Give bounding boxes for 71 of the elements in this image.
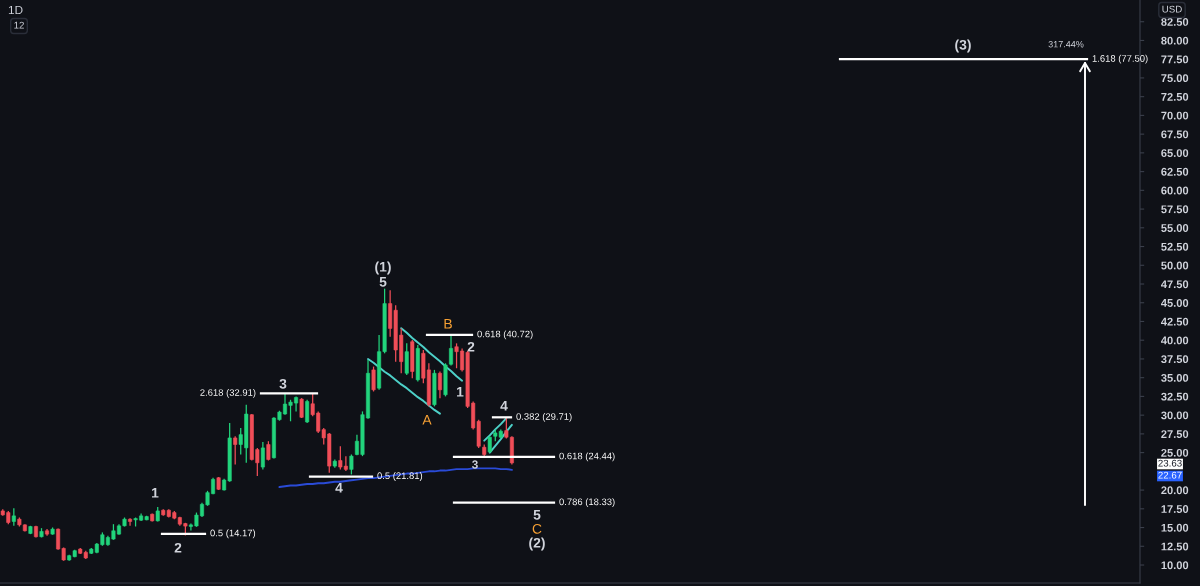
y-tick-label: 52.50 [1161,242,1189,251]
ref-line-label: 0.618 (24.44) [559,452,615,462]
y-tick-label: 20.00 [1161,486,1189,495]
text: 22.67 [1158,471,1182,479]
candlestick [371,365,376,393]
y-tick-label: 82.50 [1161,18,1189,26]
y-tick-label: 35.00 [1161,373,1189,382]
line-series [400,327,464,382]
annotation: (2) [529,537,545,551]
annotation: 12 [14,21,24,29]
ref-line-label: 0.382 (29.71) [516,412,572,422]
y-tick-label: 45.00 [1161,299,1189,307]
y-tick-label: 77.50 [1161,55,1189,64]
annotation: 3 [279,378,287,389]
annotation: 317.44% [1048,41,1084,48]
y-tick-label: 27.50 [1161,430,1189,439]
text: USD [1162,5,1182,13]
candlestick [349,453,354,476]
annotation: (3) [955,39,971,53]
annotation: 5 [533,510,541,520]
y-tick-label: 60.00 [1161,186,1189,195]
y-tick-label: 47.50 [1161,280,1189,289]
chart-title: 1D [8,5,23,15]
candlestick [128,517,133,527]
annotation: 4 [500,401,508,411]
y-tick-label: 40.00 [1161,336,1189,345]
y-tick-label: 17.50 [1161,505,1189,513]
ref-line-label: 2.618 (32.91) [200,388,256,398]
y-tick-label: 70.00 [1161,111,1189,120]
annotation: 2 [467,341,475,352]
y-tick-label: 37.50 [1161,355,1189,364]
candlestick [404,342,409,376]
annotation: 2 [174,542,182,553]
y-tick-label: 62.50 [1161,167,1189,176]
y-tick-label: 32.50 [1161,392,1189,401]
y-tick-label: 12.50 [1161,542,1189,551]
y-tick-label: 67.50 [1161,130,1189,139]
line-series [367,357,441,415]
y-tick-label: 30.00 [1161,411,1189,420]
ref-line-label: 0.5 (21.81) [377,472,423,481]
annotation: A [422,415,432,425]
annotation: 5 [379,277,387,287]
y-tick-label: 75.00 [1161,74,1189,83]
line-series [483,417,508,442]
y-tick-label: 80.00 [1161,36,1189,45]
y-tick-label: 57.50 [1161,205,1189,214]
y-tick-label: 50.00 [1161,261,1189,270]
y-tick-label: 25.00 [1161,448,1189,457]
annotation: 1 [457,387,464,397]
ref-line-label: 0.5 (14.17) [210,529,256,539]
line-series [488,423,513,454]
y-tick-label: 55.00 [1161,224,1189,232]
annotation: 1 [152,488,159,498]
y-tick-label: 15.00 [1161,523,1189,532]
y-tick-label: 65.00 [1161,149,1189,157]
ref-line-label: 0.618 (40.72) [477,330,533,340]
y-tick-label: 72.50 [1161,92,1189,101]
ref-line-label: 1.618 (77.50) [1092,54,1148,64]
annotation: C [532,523,542,534]
candlestick [233,435,238,466]
annotation: 3 [471,460,478,469]
y-tick-label: 42.50 [1161,317,1189,326]
candlestick [260,441,265,471]
candlestick [299,397,304,419]
ref-line-label: 0.786 (18.33) [559,498,615,507]
candlestick [437,370,442,399]
annotation: B [444,319,452,329]
annotation: 4 [335,483,343,493]
annotation: (1) [375,261,391,275]
text: 23.63 [1158,459,1182,467]
y-tick-label: 10.00 [1161,561,1189,570]
